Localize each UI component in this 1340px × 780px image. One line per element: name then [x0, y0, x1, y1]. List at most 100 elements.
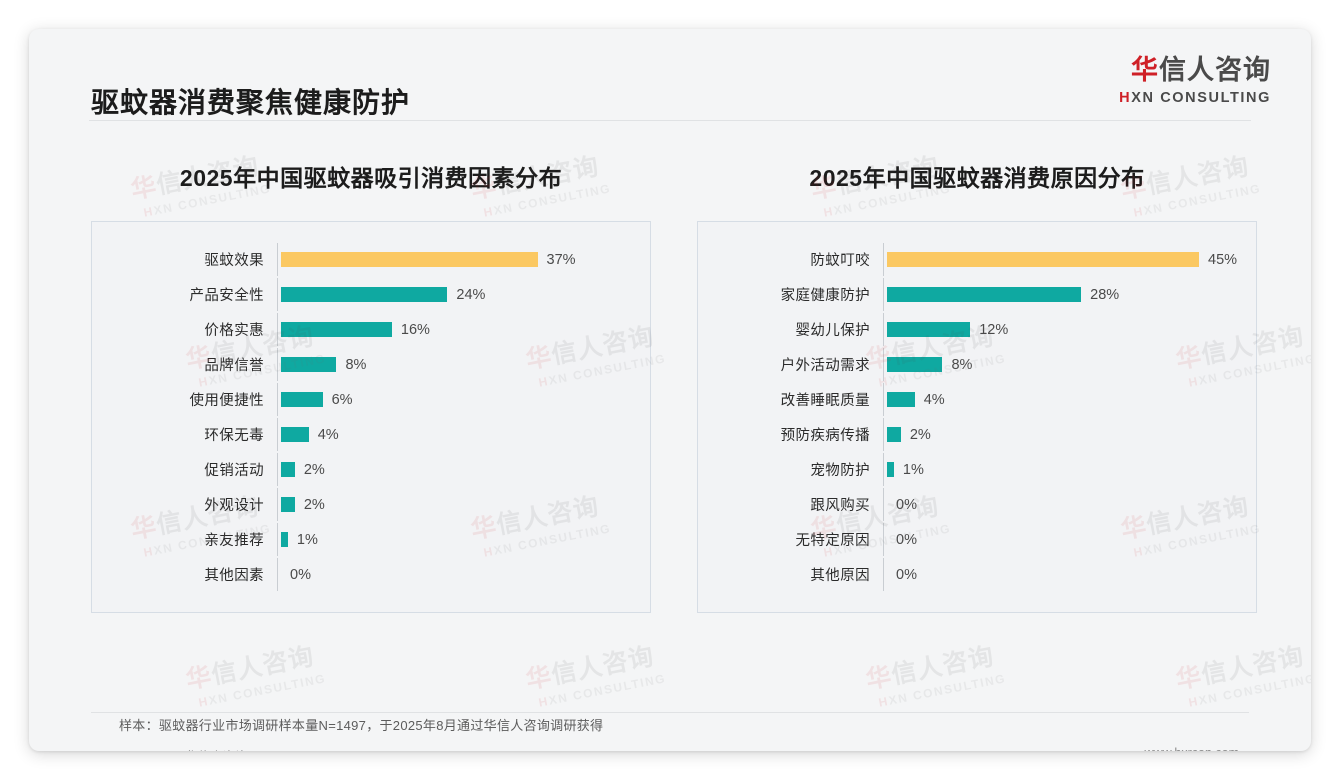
bar — [281, 462, 295, 477]
bar-category-label: 户外活动需求 — [780, 358, 870, 374]
bar-row: 预防疾病传播 2% — [698, 418, 1256, 451]
bar-value-label: 0% — [896, 531, 917, 548]
bar-category-label: 无特定原因 — [795, 533, 870, 549]
bar-value-label: 0% — [896, 496, 917, 513]
copyright-text: ©2025.10 HXR华信人咨询 — [101, 746, 248, 751]
bar-category-label: 预防疾病传播 — [780, 428, 870, 444]
bar-value-label: 37% — [546, 251, 576, 268]
logo-english-rest: XN CONSULTING — [1131, 90, 1271, 106]
bar-value-label: 6% — [331, 391, 353, 408]
bar-value-label: 12% — [979, 321, 1009, 338]
bar-row: 品牌信誉 8% — [92, 348, 650, 381]
slide: 驱蚊器消费聚焦健康防护 华信人咨询 HXN CONSULTING 华信人咨询 HX… — [29, 29, 1311, 751]
bar-track: 1% — [277, 523, 650, 556]
bar-track: 8% — [277, 348, 650, 381]
bar-category-label: 品牌信誉 — [204, 358, 264, 374]
bar — [887, 462, 894, 477]
bar-value-label: 8% — [951, 356, 973, 373]
bar-value-label: 2% — [303, 496, 325, 513]
bar-track: 4% — [277, 418, 650, 451]
bar-category-label: 婴幼儿保护 — [795, 323, 870, 339]
bar-track: 12% — [883, 313, 1256, 346]
bar-category-label: 价格实惠 — [204, 323, 264, 339]
bar-row: 防蚊叮咬 45% — [698, 243, 1256, 276]
bar-category-label: 驱蚊效果 — [204, 253, 264, 269]
bar-chart-left: 驱蚊效果 37% 产品安全性 24% 价格实惠 16% 品牌信誉 8% 使用便捷性 6% 环保无毒 4… — [92, 242, 650, 592]
logo-chinese-text: 华信人咨询 — [1119, 57, 1271, 84]
footer-divider — [91, 712, 1249, 713]
bar — [887, 392, 915, 407]
bar — [281, 497, 295, 512]
bar-track: 16% — [277, 313, 650, 346]
bar-row: 改善睡眠质量 4% — [698, 383, 1256, 416]
bar-row: 其他原因 0% — [698, 558, 1256, 591]
bar-category-label: 其他因素 — [204, 568, 264, 584]
bar-value-label: 16% — [400, 321, 430, 338]
bar-track: 37% — [277, 243, 650, 276]
bar-row: 其他因素 0% — [92, 558, 650, 591]
bar-track: 0% — [883, 523, 1256, 556]
bar — [887, 357, 943, 372]
bar — [281, 322, 392, 337]
bar-value-label: 24% — [456, 286, 486, 303]
chart-title-left: 2025年中国驱蚊器吸引消费因素分布 — [179, 165, 563, 191]
bar-track: 45% — [883, 243, 1256, 276]
header-divider — [89, 120, 1251, 121]
bar-row: 亲友推荐 1% — [92, 523, 650, 556]
bar-row: 跟风购买 0% — [698, 488, 1256, 521]
bar-category-label: 产品安全性 — [189, 288, 264, 304]
bar-value-label: 28% — [1090, 286, 1120, 303]
bar — [281, 252, 538, 267]
page-title: 驱蚊器消费聚焦健康防护 — [91, 87, 411, 118]
bar-category-label: 宠物防护 — [810, 463, 870, 479]
chart-panel-left: 驱蚊效果 37% 产品安全性 24% 价格实惠 16% 品牌信誉 8% 使用便捷性 6% 环保无毒 4… — [91, 221, 651, 613]
bar-category-label: 使用便捷性 — [189, 393, 264, 409]
bar — [281, 427, 309, 442]
bar-value-label: 4% — [923, 391, 945, 408]
bar-category-label: 促销活动 — [204, 463, 264, 479]
slide-header: 驱蚊器消费聚焦健康防护 华信人咨询 HXN CONSULTING — [29, 29, 1311, 121]
bar-category-label: 改善睡眠质量 — [780, 393, 870, 409]
logo-chinese-rest: 信人咨询 — [1159, 55, 1271, 85]
bar — [281, 287, 448, 302]
bar-value-label: 45% — [1208, 251, 1238, 268]
bar-row: 产品安全性 24% — [92, 278, 650, 311]
bar-row: 家庭健康防护 28% — [698, 278, 1256, 311]
chart-panel-right: 防蚊叮咬 45% 家庭健康防护 28% 婴幼儿保护 12% 户外活动需求 8% 改善睡眠质量 4%… — [697, 221, 1257, 613]
bar-track: 6% — [277, 383, 650, 416]
chart-block-attraction-factors: 2025年中国驱蚊器吸引消费因素分布 驱蚊效果 37% 产品安全性 24% 价格实惠 16… — [91, 159, 651, 613]
logo-hua-character: 华 — [1131, 55, 1159, 85]
bar-row: 价格实惠 16% — [92, 313, 650, 346]
logo-english-text: HXN CONSULTING — [1119, 91, 1271, 106]
sample-note: 样本：驱蚊器行业市场调研样本量N=1497，于2025年8月通过华信人咨询调研获… — [119, 718, 604, 733]
bar-row: 使用便捷性 6% — [92, 383, 650, 416]
logo-h-character: H — [1119, 90, 1132, 106]
bar-track: 1% — [883, 453, 1256, 486]
bar — [887, 427, 901, 442]
bar-value-label: 1% — [902, 461, 924, 478]
bar-row: 婴幼儿保护 12% — [698, 313, 1256, 346]
bar-category-label: 环保无毒 — [204, 428, 264, 444]
bar-track: 4% — [883, 383, 1256, 416]
bar — [887, 322, 971, 337]
bar-value-label: 1% — [296, 531, 318, 548]
bar-track: 2% — [883, 418, 1256, 451]
bar-value-label: 0% — [896, 566, 917, 583]
bar-chart-right: 防蚊叮咬 45% 家庭健康防护 28% 婴幼儿保护 12% 户外活动需求 8% 改善睡眠质量 4%… — [698, 242, 1256, 592]
bar-value-label: 2% — [303, 461, 325, 478]
bar-row: 外观设计 2% — [92, 488, 650, 521]
bar-track: 0% — [277, 558, 650, 591]
bar-track: 2% — [277, 488, 650, 521]
bar-row: 驱蚊效果 37% — [92, 243, 650, 276]
bar-value-label: 4% — [317, 426, 339, 443]
bar-row: 宠物防护 1% — [698, 453, 1256, 486]
bar — [281, 357, 337, 372]
brand-logo: 华信人咨询 HXN CONSULTING — [1119, 57, 1271, 106]
bar-category-label: 防蚊叮咬 — [810, 253, 870, 269]
bar-value-label: 0% — [290, 566, 311, 583]
bar-track: 0% — [883, 488, 1256, 521]
bar-row: 户外活动需求 8% — [698, 348, 1256, 381]
bar — [887, 252, 1199, 267]
